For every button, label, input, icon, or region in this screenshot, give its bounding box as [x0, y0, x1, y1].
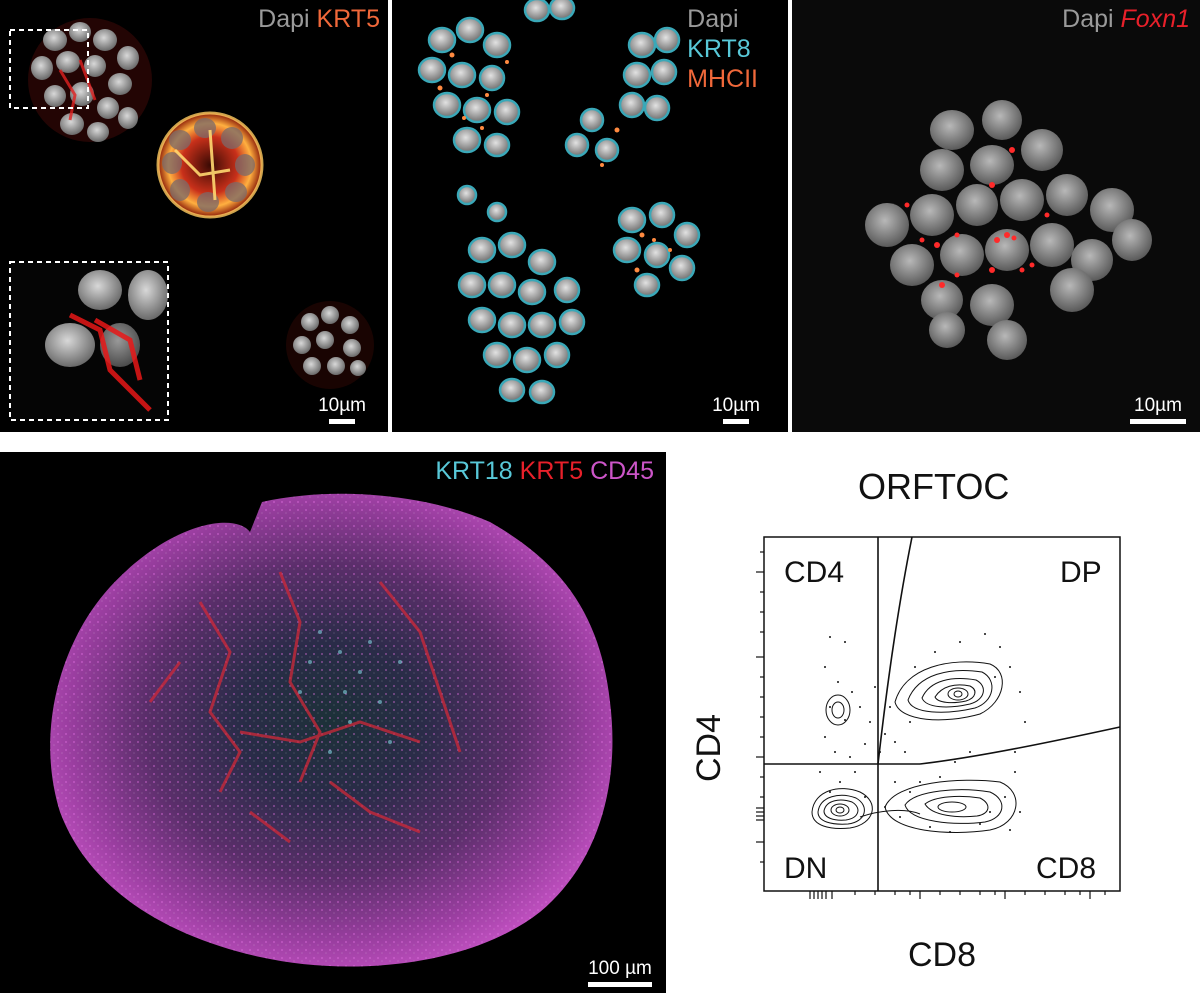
scale-bar-text: 10µm [318, 395, 366, 416]
zoom-inset [9, 261, 169, 421]
krt8-scale-bar: 10µm [712, 395, 760, 424]
scale-bar-text: 100 µm [588, 958, 652, 979]
foxn1-image-panel: Dapi Foxn1 10µm [792, 0, 1200, 432]
quadrant-dn-label: DN [784, 852, 828, 885]
krt8-cell-groups [417, 0, 701, 405]
krt5-bright-sphere [156, 111, 264, 219]
plot-frame [763, 536, 1121, 892]
cell-cluster [28, 18, 152, 142]
foxn1-micrograph [865, 100, 1152, 360]
y-ticks [756, 551, 764, 863]
organoid-image-panel: KRT18 KRT5 CD45 100 µm [0, 452, 666, 993]
quadrant-gates [764, 536, 1121, 891]
foxn1-nuclei [865, 100, 1152, 360]
organoid-scale-bar: 100 µm [588, 958, 652, 987]
krt5-channel-legend: Dapi KRT5 [258, 4, 380, 34]
quadrant-cd4-label: CD4 [784, 556, 845, 589]
krt5-network [148, 571, 462, 844]
krt8-image-panel: Dapi KRT8 MHCII 10µm [392, 0, 788, 432]
contours-dn [811, 788, 921, 829]
organoid-channel-legend: KRT18 KRT5 CD45 [435, 456, 654, 486]
x-ticks [809, 891, 1106, 899]
cell-cluster-small [286, 301, 374, 389]
scale-bar-text: 10µm [1134, 395, 1182, 416]
cd8-gate-curve [877, 536, 913, 765]
dapi-label: Dapi [258, 5, 310, 33]
contours-cd8 [884, 779, 1017, 833]
krt8-label: KRT8 [687, 35, 751, 63]
scale-bar-text: 10µm [712, 395, 760, 416]
foxn1-channel-legend: Dapi Foxn1 [1062, 4, 1190, 34]
foxn1-label: Foxn1 [1120, 5, 1190, 33]
foxn1-puncta [904, 147, 1050, 288]
mhcii-label: MHCII [687, 65, 758, 93]
dp-gate-curve [919, 726, 1121, 765]
krt5-micrograph [9, 18, 374, 421]
mhcii-puncta [437, 52, 672, 273]
krt18-label: KRT18 [435, 457, 513, 485]
dapi-label: Dapi [1062, 5, 1114, 33]
quadrant-cd8-label: CD8 [1036, 852, 1097, 885]
organoid-micrograph [50, 493, 613, 967]
flow-title: ORFTOC [858, 466, 1010, 507]
flow-plot-svg [756, 536, 1121, 899]
krt5-label: KRT5 [519, 457, 584, 485]
krt5-label: KRT5 [316, 5, 380, 33]
krt8-micrograph [417, 0, 701, 405]
flow-plot-panel: ORFTOC CD4 CD8 [680, 452, 1200, 993]
contours-dp [894, 661, 1003, 721]
contours-cd4 [825, 694, 851, 726]
flow-x-axis-label: CD8 [908, 936, 977, 974]
inset-box-small [9, 29, 89, 109]
krt18-cells [298, 630, 402, 754]
krt5-image-panel: Dapi KRT5 10µm [0, 0, 388, 432]
quadrant-dp-label: DP [1060, 556, 1102, 589]
foxn1-scale-bar: 10µm [1130, 395, 1186, 424]
dapi-label: Dapi [687, 5, 739, 33]
cd45-label: CD45 [590, 457, 654, 485]
krt5-scale-bar: 10µm [318, 395, 366, 424]
krt8-channel-legend: Dapi KRT8 MHCII [687, 4, 758, 94]
